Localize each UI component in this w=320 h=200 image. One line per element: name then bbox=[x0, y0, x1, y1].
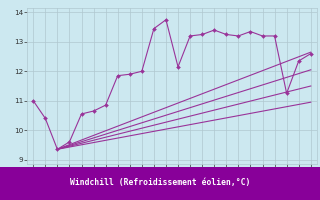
Text: Windchill (Refroidissement éolien,°C): Windchill (Refroidissement éolien,°C) bbox=[70, 178, 250, 187]
